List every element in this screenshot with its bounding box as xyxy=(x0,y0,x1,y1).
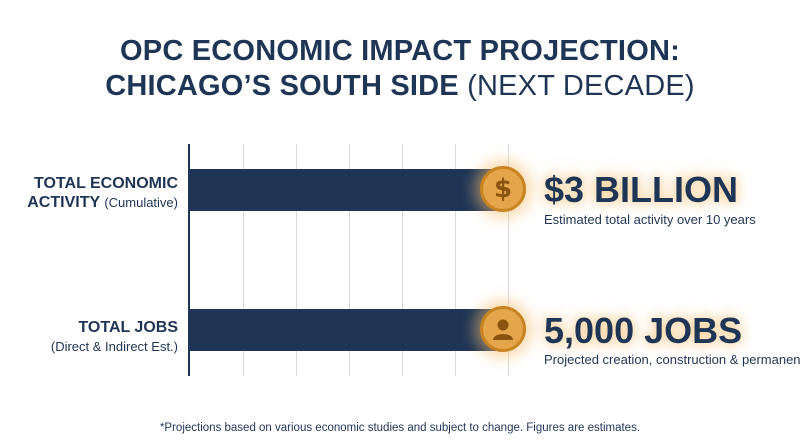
bar-economic-activity xyxy=(190,169,500,211)
title-line-2: CHICAGO’S SOUTH SIDE (NEXT DECADE) xyxy=(0,69,800,104)
title-line-1: OPC ECONOMIC IMPACT PROJECTION: xyxy=(120,35,680,67)
value-economic-activity: $3 BILLION xyxy=(544,169,739,210)
footnote: *Projections based on various economic s… xyxy=(159,422,641,434)
dollar-icon: $ xyxy=(493,174,513,204)
person-coin xyxy=(480,306,526,352)
chart-title: OPC ECONOMIC IMPACT PROJECTION: CHICAGO’… xyxy=(0,34,800,104)
title-line-2-main: CHICAGO’S SOUTH SIDE xyxy=(105,70,459,102)
title-line-2-light: (NEXT DECADE) xyxy=(467,70,695,102)
bar-jobs xyxy=(190,309,500,351)
row-label-sub: (Cumulative) xyxy=(104,195,178,210)
caption-economic-activity: Estimated total activity over 10 years xyxy=(544,212,756,227)
person-icon xyxy=(493,319,513,340)
grid-line xyxy=(402,144,403,376)
row-label-economic-activity: TOTAL ECONOMIC ACTIVITY (Cumulative) xyxy=(27,174,178,212)
grid-line xyxy=(243,144,244,376)
row-label-main: ACTIVITY xyxy=(27,194,101,211)
row-label-main: TOTAL JOBS xyxy=(78,319,178,336)
y-axis-line xyxy=(188,144,190,376)
grid-line xyxy=(455,144,456,376)
row-label-main: TOTAL ECONOMIC xyxy=(34,175,178,192)
row-label-sub: (Direct & Indirect Est.) xyxy=(50,339,178,354)
row-label-jobs: TOTAL JOBS (Direct & Indirect Est.) xyxy=(51,318,178,356)
dollar-coin: $ xyxy=(480,166,526,212)
caption-jobs: Projected creation, construction & perma… xyxy=(544,352,800,367)
grid-line xyxy=(508,144,509,376)
grid-line xyxy=(296,144,297,376)
value-jobs: 5,000 JOBS xyxy=(544,310,743,351)
grid-line xyxy=(349,144,350,376)
